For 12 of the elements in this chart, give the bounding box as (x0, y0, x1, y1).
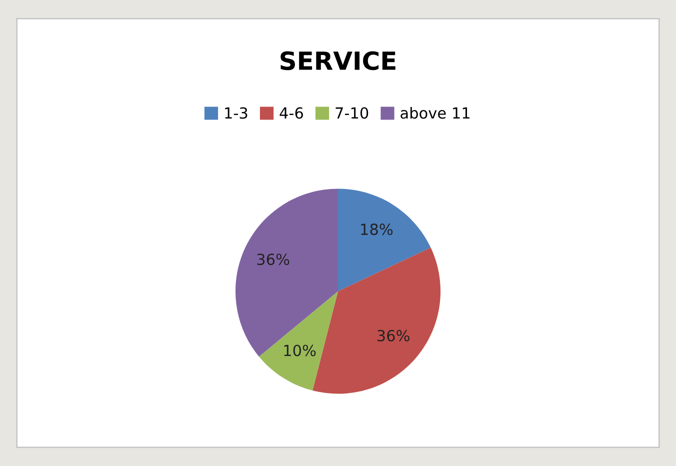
chart-title: SERVICE (280, 51, 396, 70)
data-label: 36% (257, 254, 290, 266)
data-label: 36% (377, 330, 410, 342)
legend-label: 7-10 (336, 107, 368, 119)
legend-label: 1-3 (225, 107, 248, 119)
data-label: 10% (284, 344, 316, 356)
pie-slice (338, 188, 431, 292)
pie-slice (235, 188, 338, 357)
pie-slice (259, 291, 338, 391)
legend-label: above 11 (400, 106, 470, 119)
data-label: 18% (361, 224, 393, 236)
legend-label: 4-6 (280, 107, 303, 119)
